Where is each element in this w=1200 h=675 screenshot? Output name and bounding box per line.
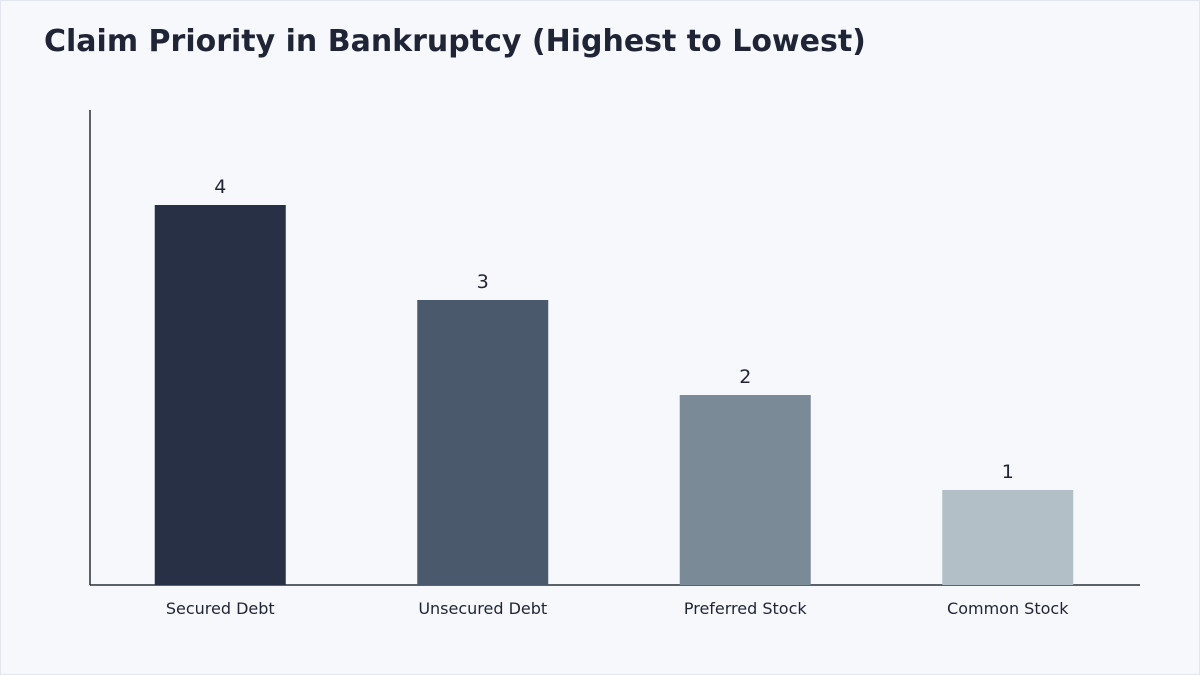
x-tick-label-common-stock: Common Stock (947, 599, 1069, 618)
data-label-preferred-stock: 2 (739, 366, 751, 388)
bar-preferred-stock (679, 395, 811, 585)
chart-title: Claim Priority in Bankruptcy (Highest to… (44, 24, 866, 59)
data-label-unsecured-debt: 3 (477, 271, 489, 293)
x-tick-label-unsecured-debt: Unsecured Debt (418, 599, 547, 618)
data-label-common-stock: 1 (1002, 461, 1014, 483)
x-tick-label-preferred-stock: Preferred Stock (684, 599, 808, 618)
bar-unsecured-debt (417, 300, 549, 585)
bar-common-stock (942, 490, 1074, 585)
x-tick-labels-group: Secured Debt Unsecured Debt Preferred Stoc… (166, 599, 1069, 618)
data-labels-group: 4 3 2 1 (214, 176, 1014, 483)
x-tick-label-secured-debt: Secured Debt (166, 599, 275, 618)
bar-secured-debt (154, 205, 286, 585)
bars-group (154, 205, 1074, 585)
data-label-secured-debt: 4 (214, 176, 226, 198)
